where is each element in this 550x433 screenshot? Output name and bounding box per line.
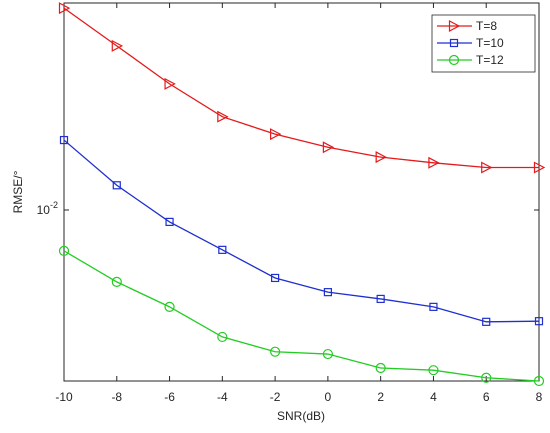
marker xyxy=(164,77,176,90)
x-axis-label: SNR(dB) xyxy=(277,409,325,423)
legend-label: T=12 xyxy=(476,53,504,67)
x-tick-label: 8 xyxy=(536,390,543,404)
x-tick-label: -2 xyxy=(270,390,281,404)
marker xyxy=(482,317,491,326)
marker xyxy=(449,38,459,48)
x-tick-label: -4 xyxy=(217,390,228,404)
x-tick-label: 6 xyxy=(483,390,490,404)
marker xyxy=(429,302,438,311)
marker xyxy=(59,135,69,145)
legend-label: T=10 xyxy=(476,36,504,50)
series-line xyxy=(63,250,540,382)
marker xyxy=(58,2,71,15)
marker xyxy=(375,362,386,374)
marker xyxy=(481,372,492,383)
marker xyxy=(322,141,335,154)
marker xyxy=(217,331,228,343)
marker xyxy=(111,276,122,287)
legend-label: T=8 xyxy=(476,19,497,33)
marker xyxy=(533,161,546,174)
y-tick-label: 10-2 xyxy=(37,200,58,217)
marker xyxy=(322,348,333,360)
series-line xyxy=(63,7,539,169)
marker xyxy=(217,110,229,123)
marker xyxy=(270,346,281,357)
marker xyxy=(164,301,175,312)
marker xyxy=(481,161,493,174)
marker xyxy=(218,245,227,254)
marker xyxy=(534,317,544,326)
marker xyxy=(111,39,124,52)
x-tick-label: -8 xyxy=(111,390,122,404)
marker xyxy=(428,365,439,376)
marker xyxy=(165,217,174,227)
marker xyxy=(376,294,385,304)
x-tick-label: 4 xyxy=(430,390,437,404)
marker xyxy=(428,156,440,169)
marker xyxy=(448,20,461,32)
x-tick-label: -10 xyxy=(55,390,73,404)
marker xyxy=(58,245,70,256)
marker xyxy=(270,128,282,141)
marker xyxy=(375,151,387,164)
series-line xyxy=(63,139,540,323)
marker xyxy=(112,181,121,190)
marker xyxy=(323,288,332,297)
x-tick-label: -6 xyxy=(164,390,175,404)
x-tick-label: 2 xyxy=(377,390,384,404)
y-axis-label: RMSE/° xyxy=(11,170,25,213)
marker xyxy=(533,375,545,387)
marker xyxy=(271,273,280,283)
x-tick-label: 0 xyxy=(325,390,332,404)
marker xyxy=(448,54,460,66)
